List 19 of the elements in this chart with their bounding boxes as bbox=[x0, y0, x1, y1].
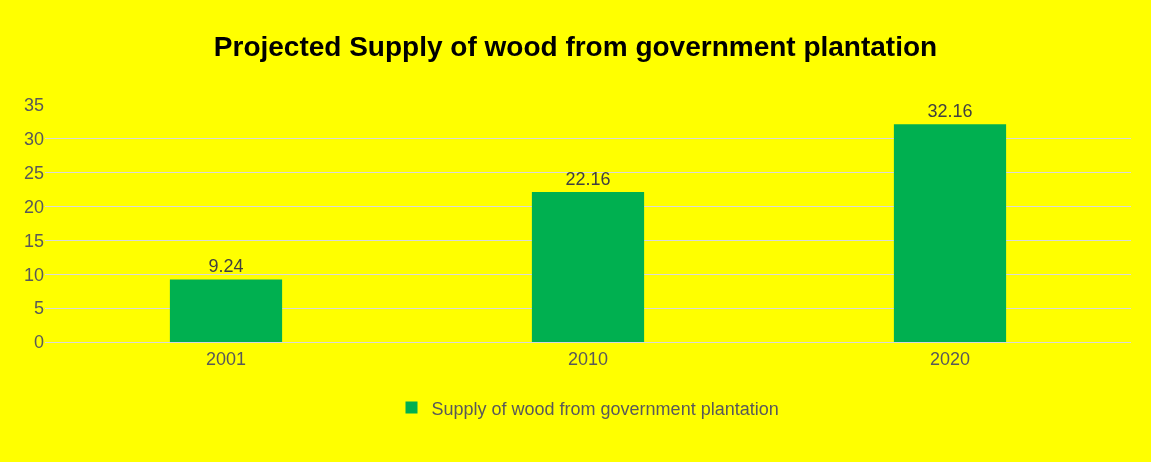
x-tick-label: 2020 bbox=[929, 348, 971, 369]
chart-title: Projected Supply of wood from government plantation bbox=[213, 31, 938, 62]
x-tick-label: 2010 bbox=[567, 348, 609, 369]
y-tick-label: 30 bbox=[23, 129, 44, 150]
y-tick-label: 20 bbox=[23, 196, 44, 217]
data-label: 9.24 bbox=[208, 256, 244, 277]
bar bbox=[893, 124, 1007, 342]
x-tick-label: 2001 bbox=[205, 348, 247, 369]
y-tick-label: 0 bbox=[33, 332, 44, 353]
data-label: 22.16 bbox=[565, 168, 611, 189]
y-tick-label: 35 bbox=[23, 95, 44, 116]
y-tick-label: 15 bbox=[23, 230, 44, 251]
legend-label: Supply of wood from government plantation bbox=[431, 398, 779, 419]
bar bbox=[531, 191, 645, 342]
data-label: 32.16 bbox=[927, 101, 973, 122]
y-tick-label: 5 bbox=[33, 298, 44, 319]
y-tick-label: 10 bbox=[23, 264, 44, 285]
bar bbox=[169, 279, 283, 342]
y-tick-label: 25 bbox=[23, 163, 44, 184]
